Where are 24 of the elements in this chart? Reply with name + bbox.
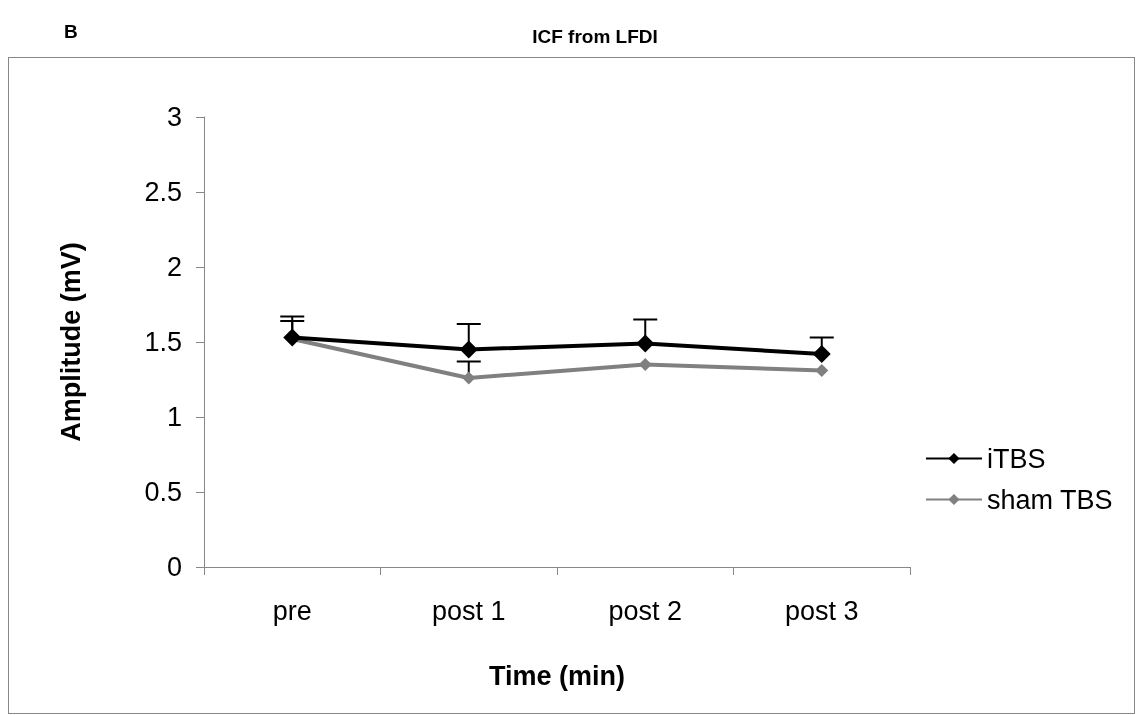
legend-label: sham TBS — [986, 484, 1113, 515]
text: B — [64, 21, 78, 42]
point — [462, 371, 476, 385]
point — [815, 364, 829, 377]
y-tick-label: 1 — [166, 402, 182, 432]
y-tick-label: 3 — [166, 102, 182, 132]
y-tick-label: 0.5 — [144, 477, 182, 507]
x-tick-label: post 2 — [608, 595, 683, 626]
y-tick-label: 1.5 — [144, 327, 182, 357]
point — [459, 340, 478, 359]
chart-title: ICF from LFDI — [532, 26, 658, 47]
point — [283, 328, 302, 347]
y-tick-label: 0 — [166, 552, 182, 582]
legend-label: iTBS — [986, 443, 1046, 474]
y-tick-label: 2.5 — [144, 177, 182, 207]
x-tick-label: pre — [272, 595, 312, 626]
y-axis-title: Amplitude (mV) — [55, 242, 86, 442]
point — [812, 345, 831, 363]
x-axis-title: Time (min) — [488, 660, 626, 691]
x-tick-label: post 1 — [431, 595, 506, 626]
point — [636, 334, 655, 353]
x-tick-label: post 3 — [784, 595, 859, 626]
point — [638, 358, 652, 371]
y-tick-label: 2 — [166, 252, 182, 282]
